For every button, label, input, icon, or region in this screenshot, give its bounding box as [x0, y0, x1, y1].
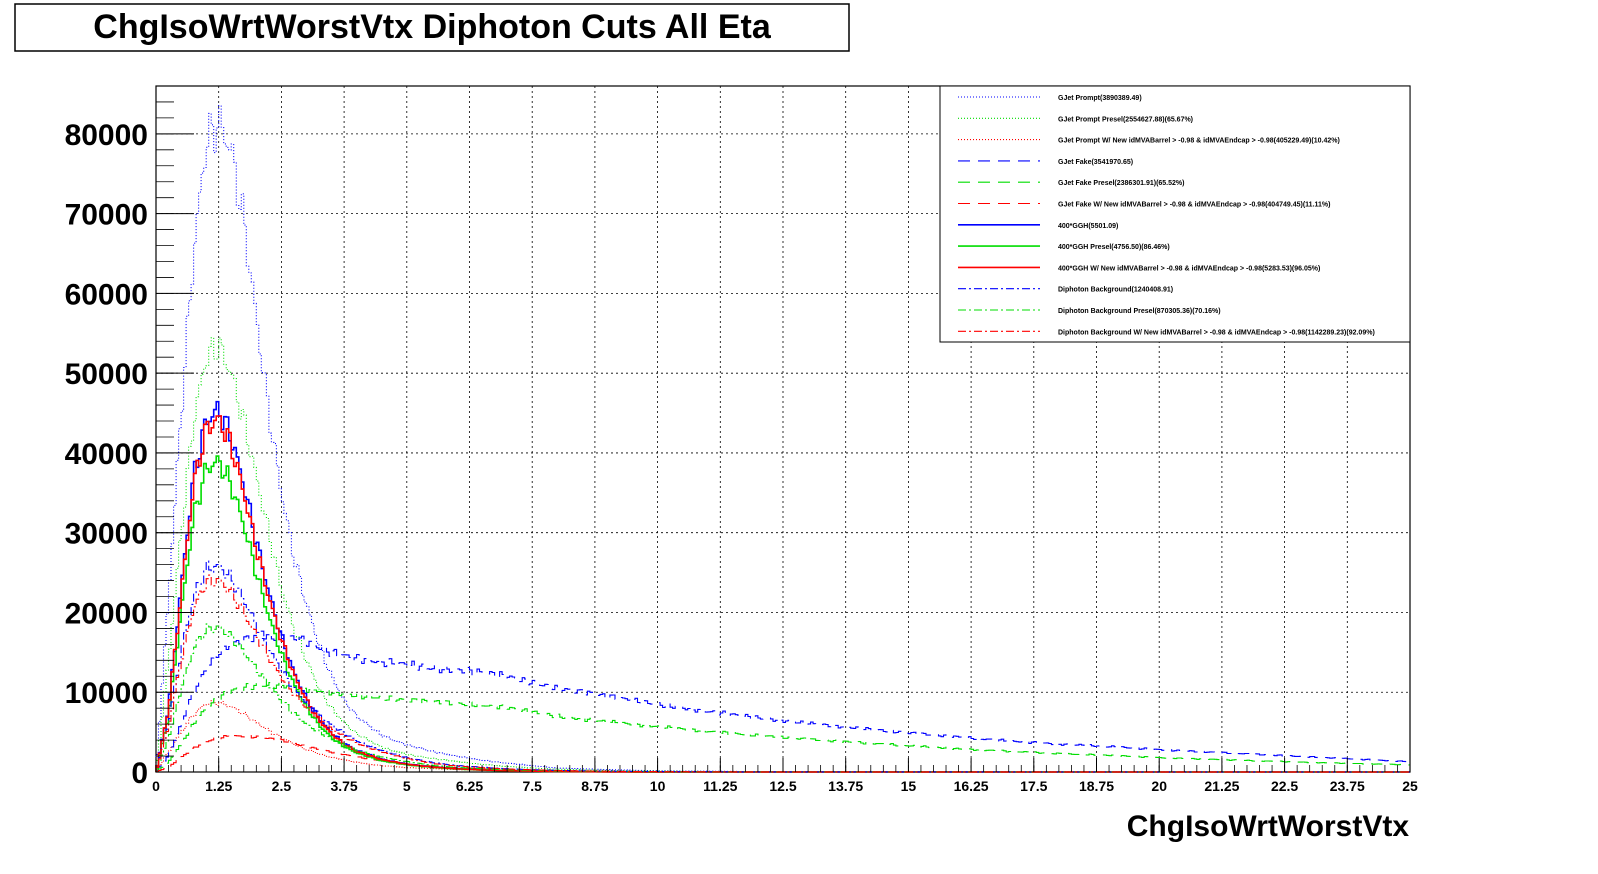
- legend-label: Diphoton Background Presel(870305.36)(70…: [1058, 308, 1221, 315]
- legend: GJet Prompt(3890389.49) GJet Prompt Prese…: [939, 85, 1411, 343]
- x-tick-label: 1.25: [205, 778, 232, 794]
- x-tick-label: 22.5: [1271, 778, 1298, 794]
- legend-label: GJet Prompt(3890389.49): [1058, 95, 1142, 102]
- x-tick-label: 20: [1151, 778, 1167, 794]
- legend-label: 400*GGH(5501.09): [1058, 223, 1118, 230]
- legend-label: GJet Fake W/ New idMVABarrel > -0.98 & i…: [1058, 202, 1330, 209]
- y-tick-label: 40000: [65, 438, 148, 471]
- x-tick-label: 0: [152, 778, 160, 794]
- legend-label: 400*GGH Presel(4756.50)(86.46%): [1058, 244, 1170, 251]
- y-tick-label: 0: [131, 757, 148, 790]
- x-tick-label: 21.25: [1204, 778, 1239, 794]
- x-tick-label: 12.5: [769, 778, 796, 794]
- x-tick-label: 25: [1402, 778, 1418, 794]
- series-line-12: [155, 574, 1410, 773]
- legend-label: Diphoton Background(1240408.91): [1058, 287, 1173, 294]
- x-tick-label: 5: [403, 778, 411, 794]
- series-line-5: [155, 681, 1410, 772]
- x-tick-label: 17.5: [1020, 778, 1047, 794]
- legend-label: GJet Prompt Presel(2554627.88)(65.67%): [1058, 116, 1193, 123]
- legend-label: GJet Fake Presel(2386301.91)(65.52%): [1058, 180, 1184, 187]
- y-tick-label: 80000: [65, 119, 148, 152]
- axes-layer: 0 1.25 2.5 3.75 5 6.25 7.5 8.75 10 11.25 12.5 13.75…: [65, 85, 1418, 794]
- legend-label: GJet Fake(3541970.65): [1058, 159, 1133, 166]
- x-axis-label: ChgIsoWrtWorstVtx: [1127, 810, 1410, 843]
- y-tick-label: 20000: [65, 597, 148, 630]
- legend-label: Diphoton Background W/ New idMVABarrel >…: [1058, 329, 1375, 336]
- x-tick-label: 3.75: [330, 778, 357, 794]
- x-tick-label: 16.25: [954, 778, 989, 794]
- y-tick-label: 10000: [65, 677, 148, 710]
- x-tick-label: 6.25: [456, 778, 483, 794]
- x-tick-label: 10: [650, 778, 666, 794]
- y-tick-label: 70000: [65, 199, 148, 232]
- x-tick-label: 18.75: [1079, 778, 1114, 794]
- series-line-8: [155, 455, 1410, 773]
- series-line-9: [155, 415, 1410, 773]
- x-tick-label: 23.75: [1330, 778, 1365, 794]
- y-tick-label: 50000: [65, 358, 148, 391]
- x-tick-label: 13.75: [828, 778, 863, 794]
- x-tick-label: 8.75: [581, 778, 608, 794]
- x-tick-label: 15: [901, 778, 917, 794]
- x-tick-label: 11.25: [703, 778, 737, 794]
- series-line-1: [155, 105, 1410, 773]
- x-tick-label: 7.5: [522, 778, 542, 794]
- y-tick-label: 30000: [65, 518, 148, 551]
- chart-title: ChgIsoWrtWorstVtx Diphoton Cuts All Eta: [93, 8, 772, 46]
- y-tick-label: 60000: [65, 278, 148, 311]
- series-line-10: [155, 560, 1410, 773]
- x-tick-label: 2.5: [272, 778, 292, 794]
- legend-label: GJet Prompt W/ New idMVABarrel > -0.98 &…: [1058, 138, 1340, 145]
- series-line-4: [155, 631, 1410, 772]
- title-box: [14, 3, 850, 52]
- legend-box: [939, 85, 1411, 343]
- legend-label: 400*GGH W/ New idMVABarrel > -0.98 & idM…: [1058, 265, 1320, 272]
